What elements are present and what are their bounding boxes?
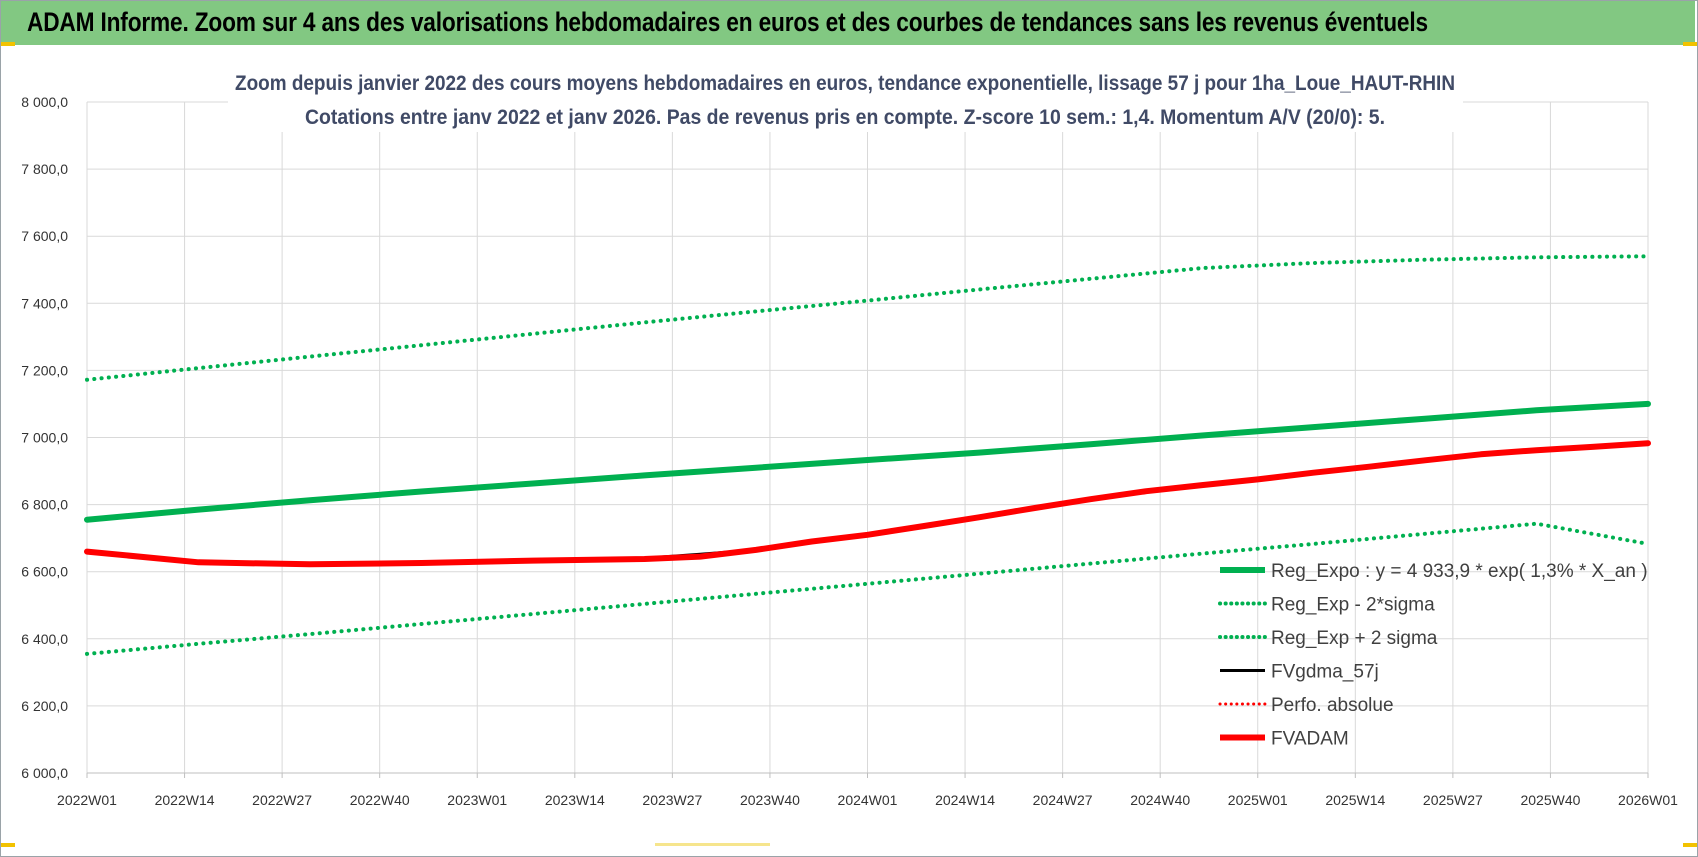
y-tick-label: 7 600,0 [21,228,68,244]
y-tick-label: 7 000,0 [21,430,68,446]
x-tick-label: 2023W40 [740,792,800,808]
banner: ADAM Informe. Zoom sur 4 ans des valoris… [1,1,1695,45]
y-tick-label: 6 000,0 [21,765,68,781]
legend-label-3: FVgdma_57j [1271,662,1379,683]
x-tick-label: 2023W01 [447,792,507,808]
y-tick-label: 6 800,0 [21,497,68,513]
corner-mark-top-left [1,42,15,46]
x-tick-label: 2023W27 [642,792,702,808]
legend-label-0: Reg_Expo : y = 4 933,9 * exp( 1,3% * X_a… [1271,561,1648,582]
x-axis: 2022W01 2022W14 2022W27 2022W40 2023W01 2023W… [57,792,1678,808]
x-tick-label: 2024W14 [935,792,995,808]
x-tick-label: 2024W40 [1130,792,1190,808]
y-tick-label: 7 800,0 [21,161,68,177]
y-tick-label: 8 000,0 [21,94,68,110]
x-tick-label: 2025W40 [1520,792,1580,808]
corner-mark-bottom-center [655,843,770,846]
y-tick-label: 6 200,0 [21,698,68,714]
x-tick-label: 2022W27 [252,792,312,808]
y-tick-label: 6 600,0 [21,564,68,580]
corner-mark-bottom-right [1683,843,1697,847]
corner-mark-bottom-left [1,843,15,847]
x-tick-label: 2026W01 [1618,792,1678,808]
series-line-0 [84,400,1651,523]
y-axis: 6 000,0 6 200,0 6 400,0 6 600,0 6 800,0 7 000… [21,94,68,781]
legend: Reg_Expo : y = 4 933,9 * exp( 1,3% * X_a… [1218,561,1648,750]
x-tick-label: 2024W01 [838,792,898,808]
legend-label-5: FVADAM [1271,729,1349,750]
legend-label-4: Perfo. absolue [1271,695,1394,716]
legend-label-2: Reg_Exp + 2 sigma [1271,628,1438,649]
y-tick-label: 7 200,0 [21,362,68,378]
x-tick-label: 2025W01 [1228,792,1288,808]
x-tick-label: 2022W01 [57,792,117,808]
chart-title: Zoom depuis janvier 2022 des cours moyen… [235,72,1455,95]
series-layer [84,254,1651,656]
series-line-1 [85,521,1650,656]
legend-label-1: Reg_Exp - 2*sigma [1271,595,1435,616]
banner-title: ADAM Informe. Zoom sur 4 ans des valoris… [27,7,1428,37]
y-tick-label: 7 400,0 [21,295,68,311]
x-tick-label: 2023W14 [545,792,605,808]
x-tick-label: 2025W14 [1325,792,1385,808]
chart-subtitle: Cotations entre janv 2022 et janv 2026. … [305,106,1385,129]
series-line-5 [84,440,1651,568]
corner-mark-top-right [1683,42,1697,46]
y-tick-label: 6 400,0 [21,631,68,647]
x-tick-label: 2025W27 [1423,792,1483,808]
x-tick-label: 2022W14 [155,792,215,808]
series-line-2 [85,254,1650,382]
x-tick-label: 2022W40 [350,792,410,808]
grid [86,101,1649,778]
title-background [228,64,1463,132]
x-tick-label: 2024W27 [1033,792,1093,808]
